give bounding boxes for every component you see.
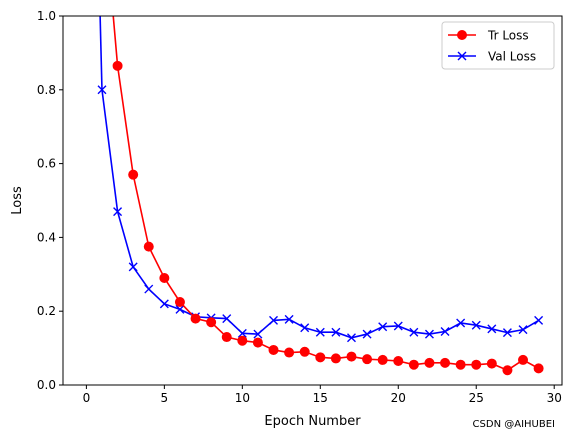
legend-marker xyxy=(457,30,467,40)
tr-loss-point xyxy=(284,347,295,358)
val-loss-point xyxy=(393,321,403,331)
tr-loss-point xyxy=(362,354,373,365)
tr-loss-point xyxy=(237,335,248,346)
series-layer xyxy=(97,16,544,376)
axis-ticks: 0 5 10 15 20 25 30 0.0 0.2 0.4 0.6 0.8 1.0 xyxy=(37,9,562,405)
tr-loss-point xyxy=(518,354,529,365)
val-loss-point xyxy=(502,328,512,338)
legend-entry-val-loss: Val Loss xyxy=(448,50,536,64)
tr-loss-point xyxy=(206,317,217,328)
y-tick-label: 1.0 xyxy=(37,9,56,23)
legend: Tr Loss Val Loss xyxy=(441,21,555,70)
tr-loss-point xyxy=(268,344,279,355)
val-loss-point xyxy=(97,85,107,95)
tr-loss-point xyxy=(128,169,139,180)
x-tick-label: 25 xyxy=(469,391,484,405)
tr-loss-point xyxy=(315,352,326,363)
val-loss-point xyxy=(471,320,481,330)
val-loss-point xyxy=(269,315,279,325)
val-loss-point xyxy=(222,314,232,324)
val-loss-point xyxy=(534,315,544,325)
val-loss-point xyxy=(346,333,356,343)
val-loss-point xyxy=(456,318,466,328)
y-tick-label: 0.0 xyxy=(37,378,56,392)
val-loss-point xyxy=(440,327,450,336)
val-loss-point xyxy=(128,262,138,272)
val-loss-point xyxy=(144,284,154,294)
tr-loss-point xyxy=(299,346,310,357)
tr-loss-point xyxy=(440,357,451,368)
x-tick-label: 10 xyxy=(235,391,250,405)
val-loss-point xyxy=(175,304,185,314)
plot-frame xyxy=(62,15,563,386)
x-tick-label: 15 xyxy=(313,391,328,405)
tr-loss-point xyxy=(486,358,497,369)
x-tick-label: 0 xyxy=(83,391,91,405)
val-loss-point xyxy=(300,323,310,333)
y-tick-label: 0.6 xyxy=(37,157,56,171)
x-axis-label: Epoch Number xyxy=(264,414,361,429)
val-loss-point xyxy=(362,329,372,339)
x-tick-label: 20 xyxy=(391,391,406,405)
val-loss-point xyxy=(409,327,419,337)
val-loss-point xyxy=(487,324,497,334)
val-loss-point xyxy=(378,322,388,332)
tr-loss-point xyxy=(174,296,185,307)
val-loss-point xyxy=(253,329,263,339)
tr-loss-point xyxy=(408,359,419,370)
val-loss-point xyxy=(424,329,434,339)
tr-loss-point xyxy=(221,332,232,343)
legend-marker xyxy=(457,51,467,61)
x-tick-label: 30 xyxy=(547,391,562,405)
legend-label: Val Loss xyxy=(488,50,536,64)
y-tick-label: 0.8 xyxy=(37,83,56,97)
tr-loss-point xyxy=(471,359,482,370)
tr-loss-point xyxy=(346,351,357,362)
val-loss-point xyxy=(518,325,528,335)
tr-loss-point xyxy=(393,356,404,367)
val-loss-point xyxy=(284,314,294,324)
tr-loss-point xyxy=(143,241,154,252)
tr-loss-point xyxy=(455,359,466,370)
val-loss-point xyxy=(113,207,123,217)
legend-box xyxy=(441,21,555,70)
y-tick-label: 0.4 xyxy=(37,230,56,244)
tr-loss-point xyxy=(159,272,170,283)
x-tick-label: 5 xyxy=(161,391,169,405)
watermark: CSDN @AIHUBEI xyxy=(473,419,555,430)
tr-loss-point xyxy=(533,363,544,374)
val-loss-line-start xyxy=(99,16,103,90)
tr-loss-point xyxy=(112,60,123,71)
tr-loss-point xyxy=(502,365,513,376)
tr-loss-point xyxy=(330,353,341,364)
tr-loss-point xyxy=(424,357,435,368)
y-axis-label: Loss xyxy=(10,186,25,215)
legend-entry-tr-loss: Tr Loss xyxy=(448,29,529,43)
val-loss-point xyxy=(331,327,341,337)
tr-loss-point xyxy=(252,337,263,348)
tr-loss-point xyxy=(190,313,201,324)
val-loss-point xyxy=(237,328,247,338)
val-loss-point xyxy=(159,299,169,309)
val-loss-point xyxy=(315,327,325,337)
y-tick-label: 0.2 xyxy=(37,304,56,318)
legend-label: Tr Loss xyxy=(487,29,529,43)
tr-loss-point xyxy=(377,354,388,365)
